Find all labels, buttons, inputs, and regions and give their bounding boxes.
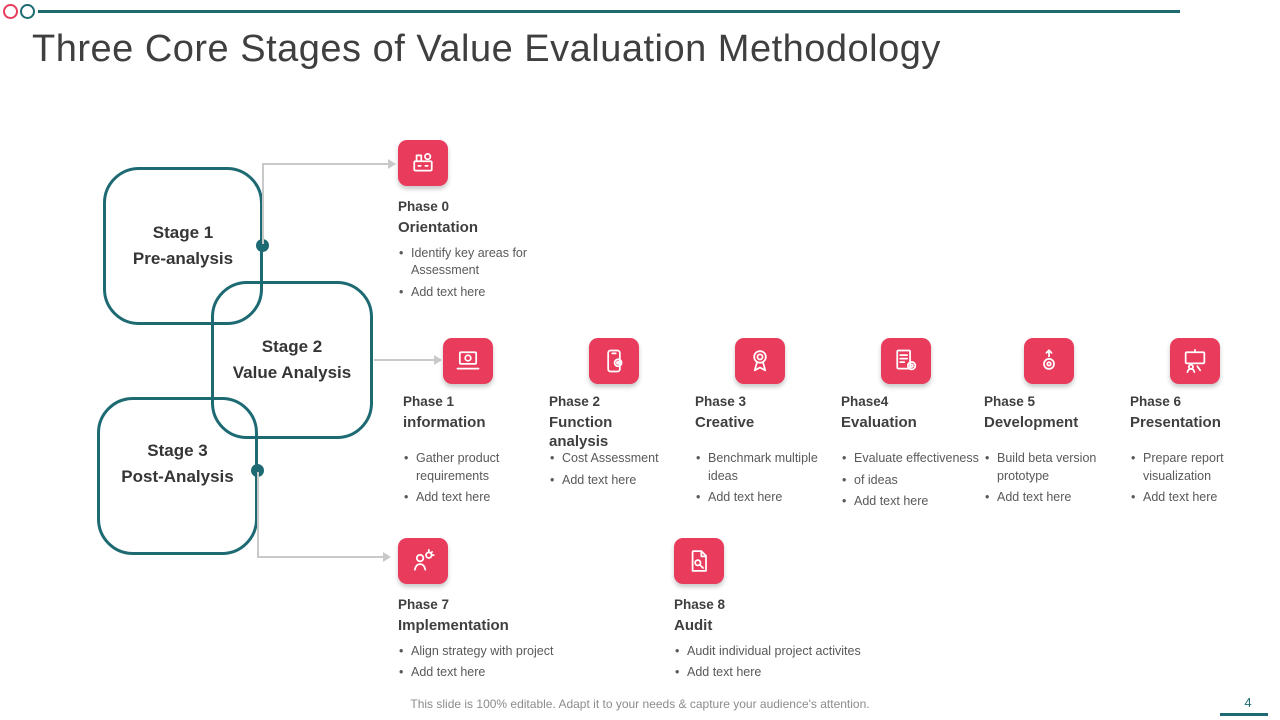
bullet-item: Add text here — [403, 489, 543, 507]
connector-stage1-horizontal — [262, 163, 388, 165]
page-title: Three Core Stages of Value Evaluation Me… — [32, 28, 941, 70]
stage-2-box — [211, 281, 373, 439]
stage-subtitle: Pre-analysis — [132, 249, 234, 268]
bullet-item: Add text here — [398, 284, 553, 302]
phase-7-block: Phase 7 Implementation Align strategy wi… — [398, 538, 613, 686]
award-ribbon-icon — [735, 338, 785, 384]
phase-5-column: Phase 5 Development Build beta version p… — [984, 338, 1124, 511]
phase-3-column: Phase 3 Creative Benchmark multiple idea… — [695, 338, 835, 511]
bullet-item: Cost Assessment — [549, 450, 689, 468]
presentation-board-icon — [1170, 338, 1220, 384]
top-divider-line — [38, 10, 1180, 13]
phase-1-column: Phase 1 information Gather product requi… — [403, 338, 543, 511]
document-gear-icon — [881, 338, 931, 384]
phase-4-column: Phase4 Evaluation Evaluate effectiveness… — [841, 338, 981, 515]
phase-2-column: Phase 2 Function analysis Cost Assessmen… — [549, 338, 689, 493]
phase-label: Phase 0 — [398, 199, 450, 214]
laptop-icon — [443, 338, 493, 384]
phase-label: Phase 1 — [403, 394, 455, 409]
pink-ring-icon — [3, 4, 18, 19]
stage-subtitle: Post-Analysis — [121, 467, 234, 486]
stage-3-label: Stage 3 Post-Analysis — [97, 438, 258, 490]
phase-bullets: Evaluate effectiveness of ideas Add text… — [841, 450, 981, 511]
phase-bullets: Build beta version prototype Add text he… — [984, 450, 1124, 507]
phase-label: Phase 3 — [695, 394, 747, 409]
bullet-item: Benchmark multiple ideas — [695, 450, 835, 485]
phase-label: Phase 5 — [984, 394, 1036, 409]
stage-3-connector-dot — [251, 464, 264, 477]
bullet-item: Prepare report visualization — [1130, 450, 1270, 485]
stage-1-label: Stage 1 Pre-analysis — [103, 220, 263, 272]
stage-name: Stage 2 — [261, 337, 323, 356]
bullet-item: of ideas — [841, 472, 981, 490]
page-number-underline — [1220, 713, 1268, 716]
bullet-item: Build beta version prototype — [984, 450, 1124, 485]
phase-bullets: Prepare report visualization Add text he… — [1130, 450, 1270, 507]
machine-orientation-icon — [398, 140, 448, 186]
connector-stage1-vertical — [262, 164, 264, 244]
stage-2-label: Stage 2 Value Analysis — [212, 334, 372, 386]
page-number: 4 — [1244, 695, 1252, 710]
connector-stage1-arrow-icon — [388, 159, 396, 169]
audit-document-icon — [674, 538, 724, 584]
bullet-item: Gather product requirements — [403, 450, 543, 485]
footer-note: This slide is 100% editable. Adapt it to… — [410, 697, 870, 711]
phase-title: Implementation — [398, 617, 509, 634]
phase-label: Phase 6 — [1130, 394, 1182, 409]
bullet-item: Add text here — [695, 489, 835, 507]
connector-stage3-arrow-icon — [383, 552, 391, 562]
mobile-gear-icon — [589, 338, 639, 384]
gear-up-arrow-icon — [1024, 338, 1074, 384]
phase-title: Function analysis — [549, 414, 613, 450]
phase-bullets: Cost Assessment Add text here — [549, 450, 689, 489]
teal-ring-icon — [20, 4, 35, 19]
bullet-item: Evaluate effectiveness — [841, 450, 981, 468]
phase-title: Orientation — [398, 219, 479, 236]
phase-label: Phase 7 — [398, 597, 450, 612]
connector-stage3-vertical — [257, 472, 259, 558]
stage-name: Stage 1 — [152, 223, 214, 242]
phase-bullets: Benchmark multiple ideas Add text here — [695, 450, 835, 507]
phase-label: Phase4 — [841, 394, 889, 409]
phase-label: Phase 2 — [549, 394, 601, 409]
bullet-item: Add text here — [841, 493, 981, 511]
phase-title: Creative — [695, 414, 755, 431]
bullet-item: Identify key areas for Assessment — [398, 245, 553, 280]
bullet-item: Add text here — [1130, 489, 1270, 507]
bullet-item: Add text here — [674, 664, 924, 682]
connector-stage2-arrow-icon — [434, 355, 442, 365]
bullet-item: Align strategy with project — [398, 643, 613, 661]
phase-label: Phase 8 — [674, 597, 726, 612]
phase-bullets: Audit individual project activites Add t… — [674, 643, 924, 682]
bullet-item: Add text here — [398, 664, 613, 682]
connector-stage3-horizontal — [257, 556, 383, 558]
stage-subtitle: Value Analysis — [232, 363, 352, 382]
phase-title: Evaluation — [841, 414, 917, 431]
phase-title: Presentation — [1130, 414, 1221, 431]
worker-idea-icon — [398, 538, 448, 584]
phase-8-block: Phase 8 Audit Audit individual project a… — [674, 538, 924, 686]
bullet-item: Add text here — [984, 489, 1124, 507]
phase-title: information — [403, 414, 486, 431]
stage-name: Stage 3 — [147, 441, 208, 460]
bullet-item: Audit individual project activites — [674, 643, 924, 661]
phase-bullets: Align strategy with project Add text her… — [398, 643, 613, 682]
phase-0-block: Phase 0 Orientation Identify key areas f… — [398, 140, 553, 305]
phase-bullets: Identify key areas for Assessment Add te… — [398, 245, 553, 302]
bullet-item: Add text here — [549, 472, 689, 490]
phase-title: Audit — [674, 617, 713, 634]
phase-bullets: Gather product requirements Add text her… — [403, 450, 543, 507]
stage-1-connector-dot — [256, 239, 269, 252]
phase-title: Development — [984, 414, 1079, 431]
phase-6-column: Phase 6 Presentation Prepare report visu… — [1130, 338, 1270, 511]
connector-stage2-horizontal — [374, 359, 434, 361]
